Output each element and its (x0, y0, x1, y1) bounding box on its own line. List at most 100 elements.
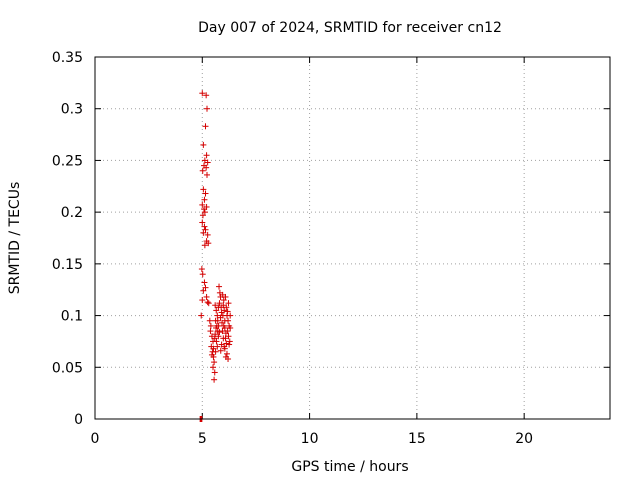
data-point (199, 271, 206, 278)
data-point (220, 335, 227, 342)
data-point (211, 376, 218, 383)
data-point (206, 317, 213, 324)
data-point (205, 300, 212, 307)
data-point (211, 369, 218, 376)
data-point (216, 329, 223, 336)
data-point (226, 338, 233, 345)
data-point (223, 350, 230, 357)
data-point (205, 240, 212, 247)
data-point (201, 206, 208, 213)
data-point (199, 212, 206, 219)
data-point (211, 359, 218, 366)
data-point (199, 297, 206, 304)
data-point (212, 302, 219, 309)
data-point (214, 312, 221, 319)
y-tick-label: 0.25 (52, 153, 83, 169)
data-point (202, 190, 209, 197)
data-point (199, 219, 206, 226)
data-point (202, 284, 209, 291)
data-point (216, 283, 223, 290)
data-point (202, 226, 209, 233)
data-point (204, 299, 211, 306)
axis-ticks: 0 5 10 15 20 0 0.05 0.1 0.15 0.2 0.25 0.3 0.35 (52, 50, 610, 447)
x-axis-label: GPS time / hours (291, 459, 408, 475)
data-point (204, 171, 211, 178)
data-point (203, 152, 210, 159)
data-point (207, 328, 214, 335)
data-point (223, 304, 230, 311)
data-point (217, 347, 224, 354)
data-points (197, 90, 234, 422)
data-point (204, 159, 211, 166)
data-point (225, 300, 232, 307)
data-point (200, 141, 207, 148)
data-point (225, 356, 232, 363)
data-point (212, 348, 219, 355)
data-point (198, 312, 205, 319)
data-point (215, 322, 222, 329)
data-point (216, 300, 223, 307)
data-point (199, 90, 206, 97)
grid-lines (95, 57, 610, 419)
x-tick-label: 5 (198, 431, 207, 447)
y-tick-label: 0.3 (61, 102, 83, 118)
data-point (204, 105, 211, 112)
data-point (201, 209, 208, 216)
data-point (218, 341, 225, 348)
plot-area-frame (94, 56, 611, 420)
data-point (198, 266, 205, 273)
data-point (210, 364, 217, 371)
data-point (201, 242, 208, 249)
chart-title: Day 007 of 2024, SRMTID for receiver cn1… (198, 20, 502, 36)
data-point (214, 317, 221, 324)
y-tick-label: 0.05 (52, 360, 83, 376)
data-point (225, 333, 232, 340)
data-point (213, 307, 220, 314)
data-point (227, 324, 234, 331)
y-tick-label: 0.2 (61, 205, 83, 221)
data-point (220, 297, 227, 304)
data-point (200, 287, 207, 294)
data-point (223, 340, 230, 347)
data-point (215, 333, 222, 340)
x-tick-label: 20 (515, 431, 533, 447)
data-point (199, 167, 206, 174)
data-point (222, 293, 229, 300)
data-point (212, 331, 219, 338)
data-point (207, 322, 214, 329)
data-point (220, 302, 227, 309)
data-point (200, 186, 207, 193)
data-point (227, 312, 234, 319)
y-axis-label: SRMTID / TECUs (7, 182, 23, 295)
y-tick-label: 0 (74, 412, 83, 428)
data-point (208, 351, 215, 358)
data-point (215, 304, 222, 311)
x-tick-label: 10 (301, 431, 319, 447)
data-point (210, 345, 217, 352)
data-point (201, 196, 208, 203)
data-point (219, 328, 226, 335)
data-point (203, 164, 210, 171)
data-point (203, 92, 210, 99)
data-point (202, 123, 209, 130)
data-point (200, 229, 207, 236)
data-point (226, 341, 233, 348)
data-point (213, 338, 220, 345)
data-point (203, 293, 210, 300)
data-point (224, 328, 231, 335)
data-point (199, 201, 206, 208)
x-tick-label: 0 (91, 431, 100, 447)
data-point (224, 308, 231, 315)
data-point (201, 223, 208, 230)
data-point (214, 343, 221, 350)
y-tick-label: 0.35 (52, 50, 83, 66)
data-point (204, 231, 211, 238)
data-point (221, 324, 228, 331)
y-tick-label: 0.15 (52, 257, 83, 273)
data-point (201, 279, 208, 286)
x-tick-label: 15 (408, 431, 426, 447)
data-point (225, 317, 232, 324)
y-tick-label: 0.1 (61, 309, 83, 325)
data-point (221, 307, 228, 314)
